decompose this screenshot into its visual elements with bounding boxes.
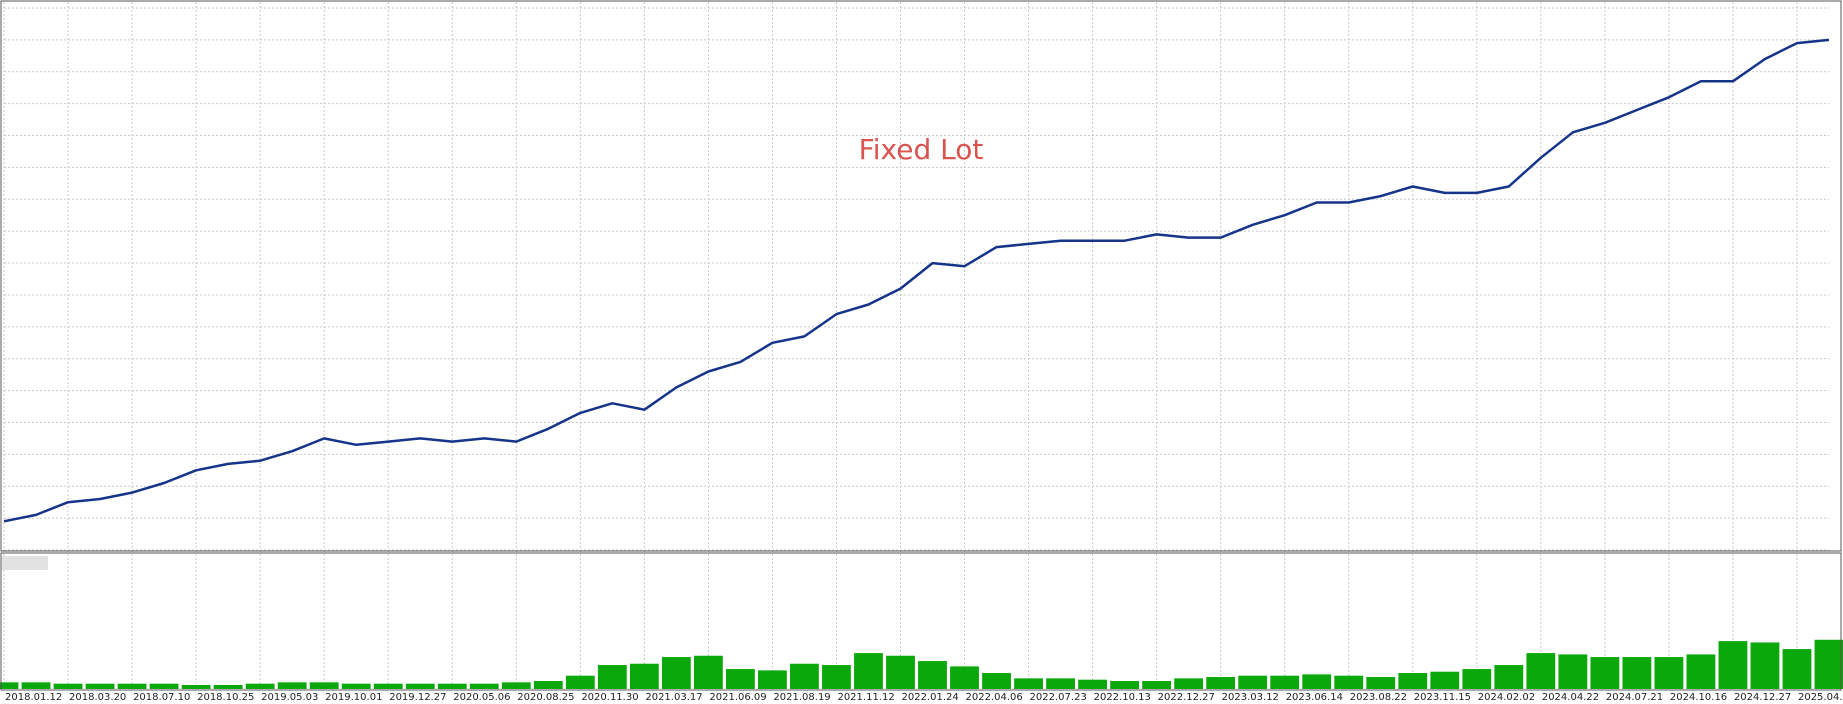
blurred-label	[2, 556, 48, 570]
x-tick-label: 2020.11.30	[581, 692, 638, 703]
x-tick-label: 2022.01.24	[901, 692, 958, 703]
bar	[1718, 641, 1748, 689]
x-tick-label: 2023.03.12	[1222, 692, 1279, 703]
bar	[1622, 657, 1652, 689]
bar	[53, 683, 83, 689]
bar	[1046, 678, 1075, 689]
bar	[117, 683, 147, 689]
bar	[501, 682, 531, 689]
bar	[758, 670, 787, 689]
bar	[1814, 639, 1843, 689]
bar	[405, 683, 435, 689]
bar	[982, 673, 1011, 689]
bar	[1494, 665, 1524, 689]
bar	[1686, 654, 1716, 689]
bar	[1302, 674, 1332, 689]
x-tick-label: 2024.10.16	[1670, 692, 1727, 703]
bar	[1142, 681, 1172, 689]
bar	[213, 685, 243, 689]
x-tick-label: 2019.10.01	[325, 692, 382, 703]
bar	[950, 666, 979, 689]
bar	[469, 683, 499, 689]
marks	[0, 38, 1843, 689]
bar	[181, 685, 211, 689]
x-tick-label: 2024.04.22	[1542, 692, 1599, 703]
x-tick-label: 2019.12.27	[389, 692, 446, 703]
x-tick-label: 2021.03.17	[645, 692, 702, 703]
bar	[309, 682, 339, 689]
bar	[886, 655, 915, 689]
bar	[790, 663, 819, 689]
bar	[725, 669, 755, 689]
x-tick-label: 2023.06.14	[1286, 692, 1343, 703]
bar	[1078, 679, 1108, 689]
bar	[1558, 654, 1588, 689]
bar	[85, 683, 115, 689]
bar	[822, 665, 851, 689]
bar	[277, 682, 307, 689]
bar	[1526, 653, 1556, 689]
x-tick-label: 2022.12.27	[1158, 692, 1215, 703]
bar	[533, 681, 563, 689]
x-tick-label: 2022.07.23	[1030, 692, 1087, 703]
bar	[661, 657, 691, 689]
bar	[341, 683, 371, 689]
x-tick-label: 2025.04.15	[1798, 692, 1843, 703]
bar	[1462, 669, 1492, 689]
x-tick-label: 2018.10.25	[197, 692, 254, 703]
x-tick-label: 2020.08.25	[517, 692, 574, 703]
grid	[3, 2, 1829, 689]
bar	[1398, 673, 1428, 689]
x-tick-label: 2021.11.12	[837, 692, 894, 703]
equity-line	[3, 38, 1830, 523]
chart-title: Fixed Lot	[859, 133, 984, 166]
bar	[1206, 677, 1236, 689]
bar	[245, 683, 275, 689]
bar	[597, 665, 627, 689]
x-tick-label: 2022.04.06	[966, 692, 1023, 703]
bar	[1430, 671, 1460, 689]
x-tick-label: 2018.03.20	[69, 692, 126, 703]
bar	[918, 661, 947, 689]
x-tick-label: 2023.08.22	[1350, 692, 1407, 703]
bar	[149, 683, 179, 689]
bar	[1334, 675, 1364, 689]
bar	[854, 653, 883, 689]
bar	[1174, 678, 1204, 689]
bar	[1110, 681, 1140, 689]
bar	[1654, 657, 1684, 689]
x-tick-label: 2018.01.12	[5, 692, 62, 703]
bar	[437, 683, 467, 689]
bar	[629, 663, 659, 689]
x-tick-label: 2021.08.19	[773, 692, 830, 703]
x-tick-label: 2024.02.02	[1478, 692, 1535, 703]
x-tick-label: 2018.07.10	[133, 692, 190, 703]
x-tick-label: 2020.05.06	[453, 692, 510, 703]
bar	[1270, 675, 1300, 689]
x-tick-label: 2024.12.27	[1734, 692, 1791, 703]
bar	[1366, 677, 1396, 689]
bar	[1750, 642, 1780, 689]
bar	[1590, 657, 1620, 689]
bar	[1238, 675, 1268, 689]
bar	[21, 682, 51, 689]
x-tick-label: 2019.05.03	[261, 692, 318, 703]
bar	[693, 655, 723, 689]
bar	[0, 682, 19, 689]
bar	[1782, 649, 1812, 689]
bar	[1014, 678, 1043, 689]
bar	[373, 683, 403, 689]
x-tick-label: 2023.11.15	[1414, 692, 1471, 703]
top-panel-frame	[0, 0, 1842, 552]
x-tick-label: 2021.06.09	[709, 692, 766, 703]
x-tick-label: 2024.07.21	[1606, 692, 1663, 703]
bottom-panel-frame	[0, 552, 1842, 691]
x-tick-label: 2022.10.13	[1094, 692, 1151, 703]
bar	[565, 675, 595, 689]
